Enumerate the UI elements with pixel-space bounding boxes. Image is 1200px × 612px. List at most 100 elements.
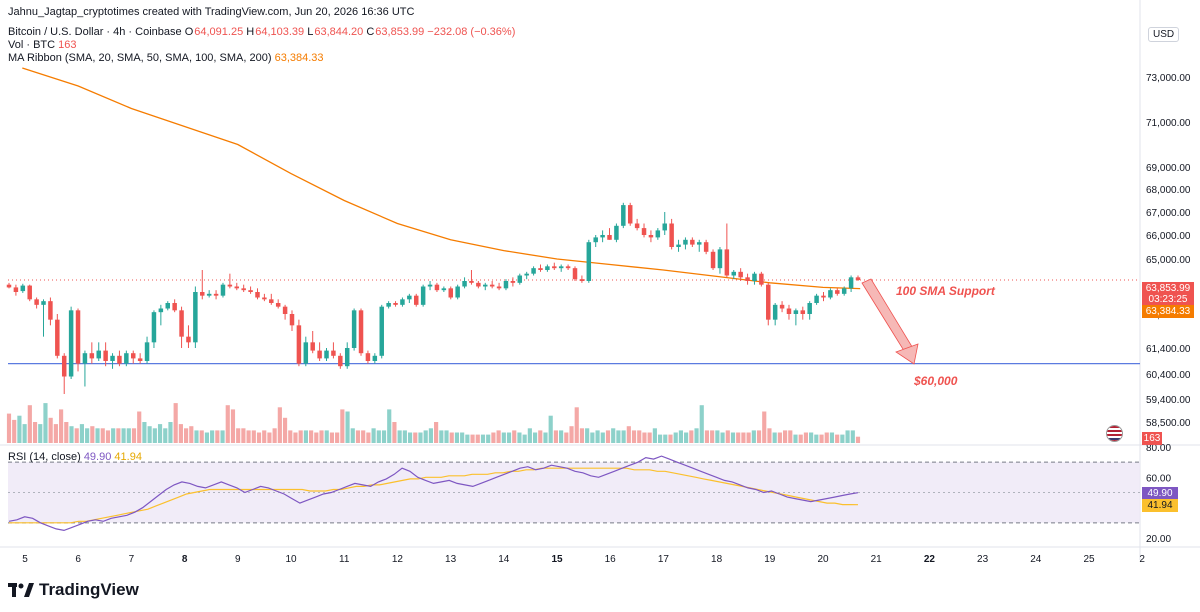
volume-bar bbox=[725, 430, 730, 443]
volume-bar bbox=[736, 432, 741, 443]
time-tick-label: 18 bbox=[711, 554, 723, 565]
candle-body bbox=[255, 292, 260, 298]
candle-body bbox=[137, 358, 143, 361]
time-tick-label: 15 bbox=[551, 554, 563, 565]
volume-bar bbox=[199, 430, 204, 443]
candle-body bbox=[193, 292, 198, 343]
volume-bar bbox=[850, 430, 855, 443]
currency-selector[interactable]: USD bbox=[1148, 27, 1180, 42]
time-tick-label: 24 bbox=[1030, 554, 1042, 565]
candle-body bbox=[34, 299, 39, 305]
candle-body bbox=[510, 281, 516, 283]
candle-body bbox=[462, 281, 467, 287]
candle-body bbox=[745, 277, 750, 281]
candle-body bbox=[131, 353, 136, 359]
volume-bar bbox=[423, 430, 428, 443]
volume-bar bbox=[548, 415, 553, 443]
tradingview-logo[interactable]: TradingView bbox=[8, 580, 139, 600]
volume-bar bbox=[616, 430, 621, 443]
volume-bar bbox=[371, 428, 376, 443]
candle-body bbox=[303, 342, 309, 364]
candle-body bbox=[48, 301, 53, 320]
rsi-ma-line bbox=[9, 467, 859, 524]
candle-body bbox=[220, 284, 226, 296]
candle-body bbox=[676, 244, 681, 247]
candle-body bbox=[117, 355, 122, 364]
volume-bar bbox=[559, 430, 564, 443]
candle-body bbox=[648, 235, 654, 238]
volume-bar bbox=[230, 409, 236, 443]
volume-bar bbox=[173, 403, 178, 443]
volume-bar bbox=[204, 432, 210, 443]
volume-bar bbox=[470, 434, 475, 443]
rsi-ma-tag: 41.94 bbox=[1142, 499, 1178, 512]
rsi-tick-label: 20.00 bbox=[1146, 534, 1171, 545]
volume-bar bbox=[522, 434, 527, 443]
volume-bar bbox=[246, 430, 251, 443]
volume-bar bbox=[293, 432, 298, 443]
volume-label[interactable]: Vol · BTC bbox=[8, 39, 56, 51]
volume-bar bbox=[256, 432, 262, 443]
candle-body bbox=[324, 350, 329, 359]
volume-bar bbox=[532, 432, 538, 443]
volume-bar bbox=[845, 430, 850, 443]
candle-body bbox=[144, 342, 150, 361]
volume-bar bbox=[657, 434, 663, 443]
countdown-tag: 03:23:25 bbox=[1142, 293, 1194, 306]
price-tick-label: 73,000.00 bbox=[1146, 73, 1191, 84]
candle-body bbox=[607, 235, 612, 240]
us-flag-icon[interactable] bbox=[1106, 425, 1123, 442]
volume-bar bbox=[319, 430, 324, 443]
candle-body bbox=[593, 237, 598, 243]
candle-body bbox=[82, 353, 88, 364]
volume-bar bbox=[387, 409, 392, 443]
volume-bar bbox=[355, 430, 361, 443]
volume-bar bbox=[137, 411, 142, 443]
volume-bar bbox=[277, 407, 282, 443]
candle-body bbox=[158, 308, 164, 313]
ma-price-tag: 63,384.33 bbox=[1142, 305, 1194, 318]
candle-body bbox=[489, 284, 495, 287]
candle-body bbox=[344, 348, 350, 367]
candle-body bbox=[393, 303, 398, 305]
rsi-label[interactable]: RSI (14, close) bbox=[8, 451, 81, 463]
candle-body bbox=[531, 268, 536, 274]
brand-name: TradingView bbox=[39, 580, 139, 599]
high-label: H bbox=[246, 26, 255, 38]
candle-body bbox=[545, 266, 550, 270]
volume-bar bbox=[27, 405, 32, 443]
volume-bar bbox=[684, 432, 689, 443]
volume-bar bbox=[579, 428, 585, 443]
candle-body bbox=[407, 295, 412, 300]
volume-bar bbox=[131, 428, 137, 443]
price-tick-label: 58,500.00 bbox=[1146, 418, 1191, 429]
ma-100-line bbox=[22, 67, 861, 290]
volume-bar bbox=[157, 424, 163, 443]
volume-bar bbox=[772, 432, 777, 443]
candle-body bbox=[814, 295, 819, 303]
candle-body bbox=[469, 281, 474, 283]
volume-bar bbox=[428, 428, 433, 443]
candle-body bbox=[61, 355, 67, 377]
ma-label[interactable]: MA Ribbon (SMA, 20, SMA, 50, SMA, 100, S… bbox=[8, 52, 272, 64]
candle-body bbox=[703, 242, 709, 252]
volume-bar bbox=[407, 432, 413, 443]
volume-bar bbox=[439, 430, 444, 443]
close-label: C bbox=[366, 26, 375, 38]
volume-bar bbox=[392, 422, 397, 443]
low-value: 63,844.20 bbox=[314, 26, 364, 38]
volume-bar bbox=[69, 426, 74, 443]
candle-body bbox=[621, 205, 626, 226]
ma-legend: MA Ribbon (SMA, 20, SMA, 50, SMA, 100, S… bbox=[8, 52, 324, 64]
price-tick-label: 65,000.00 bbox=[1146, 255, 1191, 266]
candle-body bbox=[427, 284, 433, 287]
change-value: −232.08 (−0.36%) bbox=[427, 26, 516, 38]
candle-body bbox=[807, 303, 812, 314]
candle-body bbox=[793, 310, 799, 314]
volume-bar bbox=[647, 432, 652, 443]
candle-body bbox=[200, 292, 205, 296]
candle-body bbox=[151, 312, 157, 343]
symbol-name[interactable]: Bitcoin / U.S. Dollar · 4h · Coinbase bbox=[8, 26, 182, 38]
volume-bar bbox=[434, 422, 439, 443]
